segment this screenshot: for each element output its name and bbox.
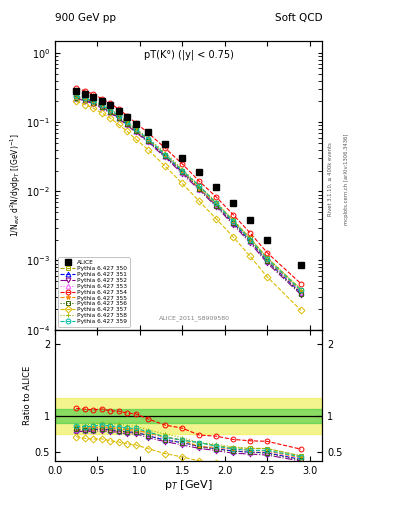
- Text: pT(K°) (|y| < 0.75): pT(K°) (|y| < 0.75): [144, 50, 233, 60]
- X-axis label: p$_T$ [GeV]: p$_T$ [GeV]: [164, 478, 213, 493]
- Y-axis label: Ratio to ALICE: Ratio to ALICE: [23, 366, 32, 425]
- Bar: [55, 409, 322, 423]
- Text: 900 GeV pp: 900 GeV pp: [55, 13, 116, 23]
- Text: Rivet 3.1.10, ≥ 400k events: Rivet 3.1.10, ≥ 400k events: [328, 142, 333, 216]
- Y-axis label: 1/N$_{evt}$ d$^2$N/dydp$_T$ [(GeV)$^{-1}$]: 1/N$_{evt}$ d$^2$N/dydp$_T$ [(GeV)$^{-1}…: [9, 134, 23, 237]
- Text: ALICE_2011_S8909580: ALICE_2011_S8909580: [158, 315, 230, 321]
- Bar: [55, 398, 322, 434]
- Text: Soft QCD: Soft QCD: [275, 13, 322, 23]
- Legend: ALICE, Pythia 6.427 350, Pythia 6.427 351, Pythia 6.427 352, Pythia 6.427 353, P: ALICE, Pythia 6.427 350, Pythia 6.427 35…: [58, 258, 130, 327]
- Text: mcplots.cern.ch [arXiv:1306.3436]: mcplots.cern.ch [arXiv:1306.3436]: [344, 134, 349, 225]
